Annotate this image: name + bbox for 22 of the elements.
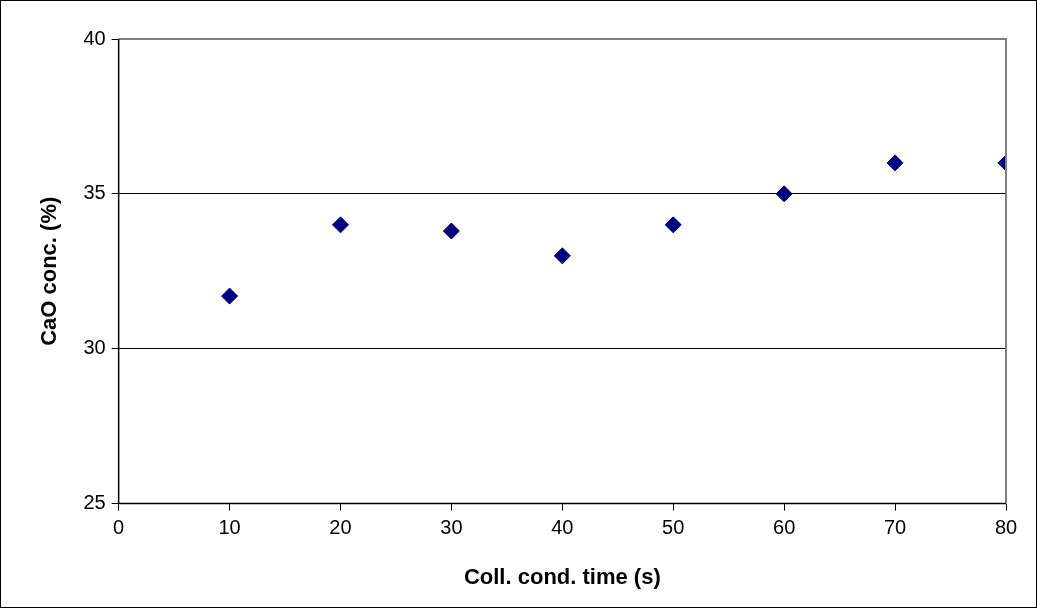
y-tick-label: 35 — [83, 181, 106, 204]
point — [886, 154, 904, 172]
y-tick-label: 30 — [83, 336, 106, 359]
x-axis-title: Coll. cond. time (s) — [463, 563, 661, 589]
y-tick-label: 25 — [83, 491, 106, 514]
x-tick-label: 0 — [113, 516, 125, 539]
y-axis-title: CaO conc. (%) — [36, 196, 62, 346]
y-tick-label: 40 — [83, 26, 106, 49]
x-tick-label: 70 — [883, 516, 907, 539]
x-tick-label: 50 — [662, 516, 685, 539]
point — [775, 185, 793, 203]
point — [553, 247, 571, 265]
point — [221, 287, 239, 305]
x-tick-label: 10 — [218, 516, 241, 539]
point — [331, 216, 349, 234]
x-tick-label: 80 — [994, 516, 1018, 539]
x-tick-label: 60 — [773, 516, 796, 539]
point — [664, 216, 682, 234]
x-tick-label: 40 — [551, 516, 574, 539]
x-tick-label: 30 — [440, 516, 463, 539]
point — [442, 222, 460, 240]
x-tick-label: 20 — [329, 516, 352, 539]
